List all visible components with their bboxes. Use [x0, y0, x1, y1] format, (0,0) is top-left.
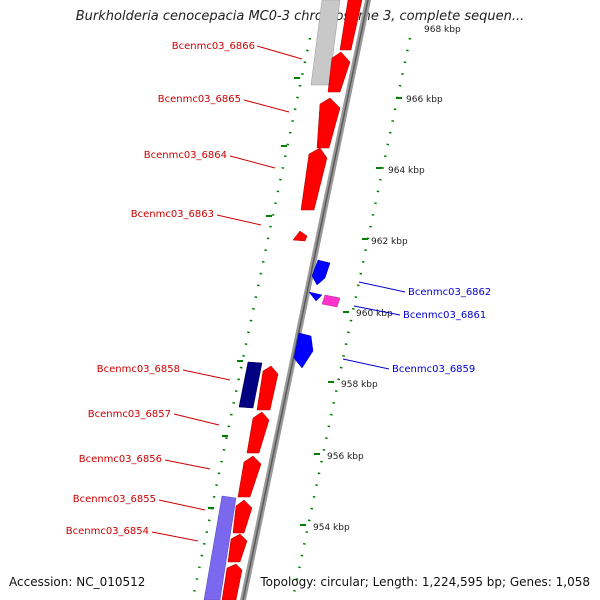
accession-label: Accession: NC_010512: [9, 575, 146, 589]
gene-label[interactable]: Bcenmc03_6866: [172, 41, 255, 52]
inner-major-ticks: [208, 77, 300, 509]
gene-6856[interactable]: [237, 455, 262, 498]
gene-label[interactable]: Bcenmc03_6858: [97, 364, 180, 375]
gene-label[interactable]: Bcenmc03_6856: [79, 454, 162, 465]
tick-label: 962 kbp: [371, 237, 408, 247]
gene-label[interactable]: Bcenmc03_6861: [403, 310, 486, 321]
backbone: [240, 0, 371, 600]
gene-6864[interactable]: [316, 97, 341, 149]
tick-label: 966 kbp: [406, 95, 443, 105]
tick-label: 968 kbp: [424, 25, 461, 35]
left-gene-labels: Bcenmc03_6866 Bcenmc03_6865 Bcenmc03_686…: [66, 41, 255, 537]
tick-label: 960 kbp: [356, 309, 393, 319]
gene-6859[interactable]: [293, 332, 314, 369]
gene-6855[interactable]: [232, 499, 253, 534]
gene-6861[interactable]: [321, 294, 341, 308]
gene-6853[interactable]: [221, 563, 243, 600]
inner-tick-track: [191, 37, 312, 599]
gene-6858[interactable]: [256, 365, 279, 411]
gene-6854[interactable]: [227, 533, 248, 563]
gene-label[interactable]: Bcenmc03_6865: [158, 94, 241, 105]
reverse-genes: [293, 259, 331, 369]
gene-6862-small[interactable]: [292, 230, 308, 242]
tick-label: 964 kbp: [388, 166, 425, 176]
tick-label: 954 kbp: [313, 523, 350, 533]
tick-labels: 968 kbp 966 kbp 964 kbp 962 kbp 960 kbp …: [313, 25, 461, 533]
gene-6857[interactable]: [246, 411, 270, 454]
major-ticks: [300, 97, 402, 526]
left-leaders: [151, 45, 303, 542]
gene-6861-blue[interactable]: [308, 291, 323, 302]
gene-6862[interactable]: [311, 259, 331, 286]
tick-label: 958 kbp: [341, 380, 378, 390]
gene-label[interactable]: Bcenmc03_6854: [66, 526, 149, 537]
gene-label[interactable]: Bcenmc03_6855: [73, 494, 156, 505]
gene-6866[interactable]: [339, 0, 363, 51]
tick-label: 956 kbp: [327, 452, 364, 462]
gene-lavender[interactable]: [203, 495, 237, 600]
right-leaders: [342, 281, 406, 370]
gene-label[interactable]: Bcenmc03_6857: [88, 409, 171, 420]
gene-label[interactable]: Bcenmc03_6864: [144, 150, 227, 161]
gene-6863[interactable]: [300, 147, 328, 211]
gene-label[interactable]: Bcenmc03_6859: [392, 364, 475, 375]
gene-6865[interactable]: [327, 51, 351, 93]
gene-label[interactable]: Bcenmc03_6862: [408, 287, 491, 298]
gene-label[interactable]: Bcenmc03_6863: [131, 209, 214, 220]
forward-genes: [221, 0, 363, 600]
right-gene-labels: Bcenmc03_6862 Bcenmc03_6861 Bcenmc03_685…: [392, 287, 491, 375]
map-title: Burkholderia cenocepacia MC0-3 chromosom…: [75, 9, 525, 24]
gene-6858-navy[interactable]: [238, 361, 263, 409]
summary-label: Topology: circular; Length: 1,224,595 bp…: [260, 575, 590, 589]
